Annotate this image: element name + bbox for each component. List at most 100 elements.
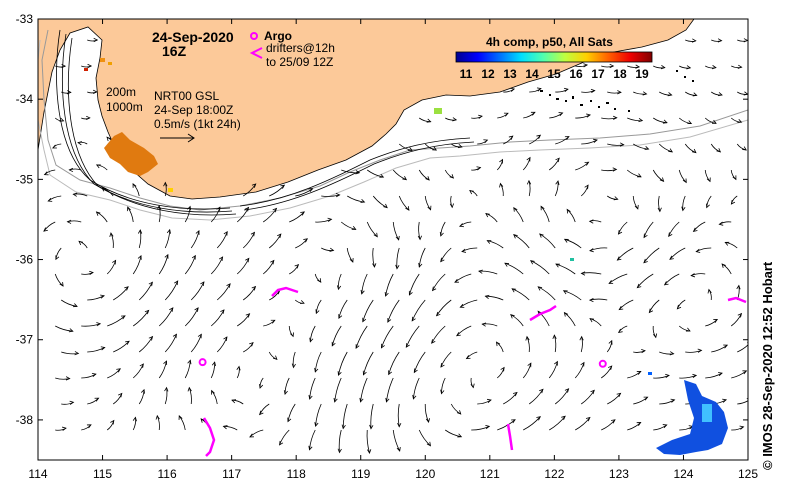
current-vector-head xyxy=(351,225,357,230)
current-vector-head xyxy=(144,309,150,315)
current-vector-head xyxy=(397,422,402,428)
current-vector-head xyxy=(676,304,682,310)
current-vector-head xyxy=(331,341,336,347)
current-vector-head xyxy=(314,367,319,373)
product-label: NRT00 GSL xyxy=(154,89,219,103)
current-vector-head xyxy=(456,332,461,337)
current-vector xyxy=(338,351,348,376)
current-vector xyxy=(537,310,550,327)
current-vector xyxy=(331,325,342,346)
current-vector-head xyxy=(563,238,569,243)
current-vector-head xyxy=(721,263,726,268)
current-vector-head xyxy=(478,114,483,119)
current-vector-head xyxy=(73,303,78,308)
current-vector-head xyxy=(478,269,483,274)
argo-legend-label: Argo xyxy=(264,29,292,43)
current-vector xyxy=(338,299,348,319)
current-vector xyxy=(164,334,177,353)
colorbar-tick-label: 14 xyxy=(525,67,539,81)
current-vector xyxy=(184,307,199,327)
current-vector-head xyxy=(691,148,697,154)
current-vector-head xyxy=(200,281,205,286)
current-vector-head xyxy=(373,232,378,238)
current-vector-head xyxy=(653,333,658,339)
current-vector-head xyxy=(536,416,541,421)
current-vector xyxy=(575,417,591,431)
current-vector-head xyxy=(427,205,432,211)
current-vector-head xyxy=(106,136,111,142)
current-vector-head xyxy=(713,319,719,323)
current-vector-head xyxy=(408,290,413,296)
current-vector xyxy=(504,262,524,275)
current-vector-head xyxy=(308,445,313,451)
current-vector xyxy=(478,270,498,275)
current-vector-head xyxy=(72,192,78,197)
current-vector xyxy=(564,238,582,249)
drifter-legend-marker xyxy=(249,47,263,59)
x-tick-label: 121 xyxy=(480,467,500,481)
y-tick-label: -35 xyxy=(16,172,34,186)
current-vector-head xyxy=(309,337,314,343)
current-vector-head xyxy=(89,270,94,276)
current-vector xyxy=(471,425,490,431)
current-vector-head xyxy=(495,341,501,347)
current-vector xyxy=(360,377,368,402)
current-vector-head xyxy=(617,328,623,334)
current-vector-head xyxy=(736,284,741,290)
current-vector xyxy=(236,258,250,275)
current-vector-head xyxy=(643,233,648,239)
current-vector-head xyxy=(87,63,93,69)
current-vector xyxy=(408,273,420,296)
current-vector xyxy=(436,299,452,316)
current-vector-head xyxy=(329,247,335,252)
current-vector-head xyxy=(148,335,154,341)
current-vector-head xyxy=(164,386,169,392)
current-vector-head xyxy=(695,248,701,253)
current-vector-head xyxy=(616,256,622,261)
current-vector-head xyxy=(537,286,543,291)
current-vector-head xyxy=(384,291,389,297)
current-vector-head xyxy=(294,263,300,269)
current-vector-head xyxy=(690,273,696,278)
current-vector-head xyxy=(590,88,596,94)
current-vector-head xyxy=(222,425,228,430)
current-vector xyxy=(309,377,316,400)
current-vector xyxy=(511,288,530,301)
current-vector-head xyxy=(530,111,536,116)
current-vector-head xyxy=(337,371,342,376)
current-vector-head xyxy=(308,395,313,400)
current-vector-head xyxy=(484,294,490,299)
y-tick-label: -33 xyxy=(16,12,34,26)
colorbar xyxy=(455,51,653,63)
current-vector-head xyxy=(635,64,641,69)
current-vector-head xyxy=(200,418,205,423)
current-vector xyxy=(372,247,375,268)
current-vector-head xyxy=(317,278,322,283)
current-vector-head xyxy=(272,355,278,360)
current-vector xyxy=(737,400,748,405)
current-vector-head xyxy=(558,112,564,117)
scale-arrow xyxy=(160,133,195,143)
sst-patch-south-east xyxy=(656,380,728,455)
current-vector xyxy=(563,290,582,301)
argo-floats xyxy=(198,358,607,368)
current-vector xyxy=(608,273,628,284)
current-vector xyxy=(388,351,400,375)
current-vector-head xyxy=(245,313,251,318)
current-vector xyxy=(361,273,368,294)
current-vector-head xyxy=(510,87,516,92)
current-vector-head xyxy=(349,258,354,263)
current-vector-head xyxy=(511,419,516,424)
current-vector-head xyxy=(469,189,474,195)
current-vector-head xyxy=(91,372,97,378)
current-vector-head xyxy=(55,255,60,261)
current-vector-head xyxy=(172,333,177,339)
current-vector-head xyxy=(337,448,342,454)
current-vector xyxy=(432,273,446,291)
current-vector-head xyxy=(470,383,475,389)
current-vector-head xyxy=(564,388,570,393)
current-vector-head xyxy=(732,175,737,181)
x-tick-label: 125 xyxy=(738,467,758,481)
current-vector-head xyxy=(223,230,228,236)
current-vector-head xyxy=(372,263,377,268)
